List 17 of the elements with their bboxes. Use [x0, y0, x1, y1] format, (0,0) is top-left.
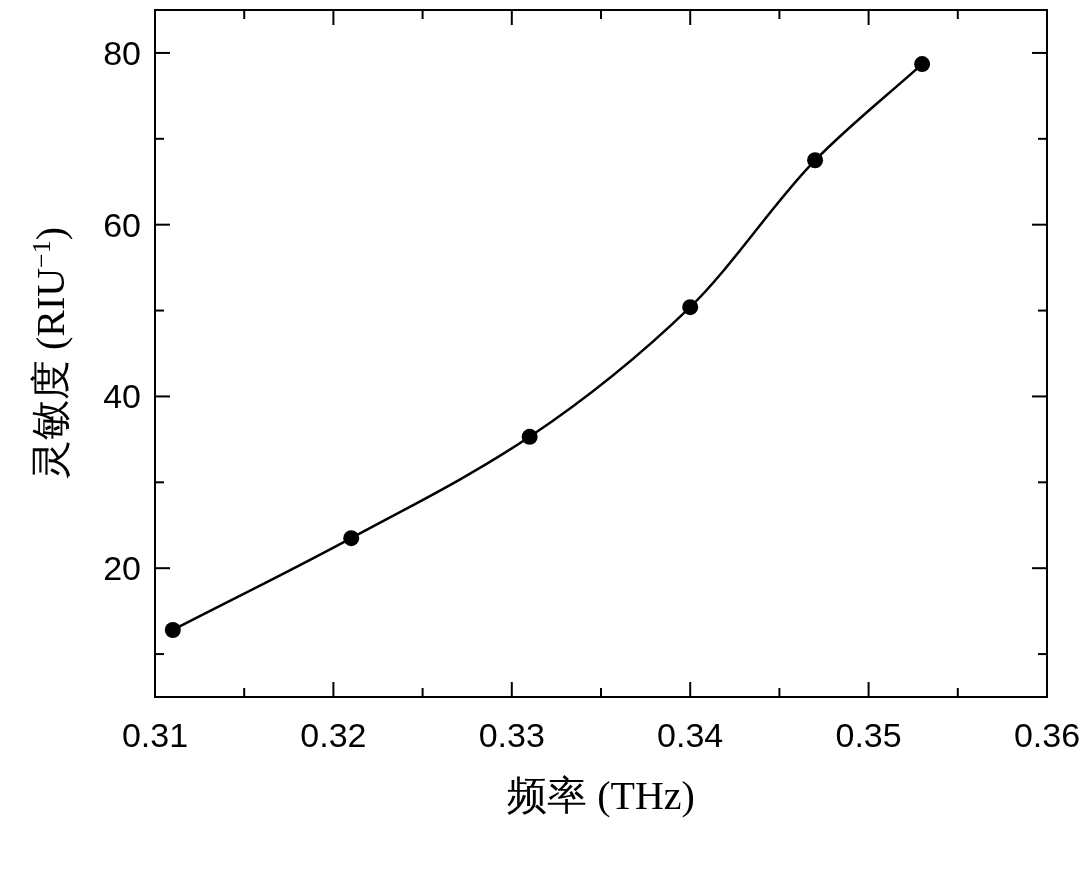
point — [521, 428, 538, 445]
x-axis-title: 频率 (THz) — [507, 773, 695, 818]
y-tick-label: 80 — [103, 33, 141, 72]
x-tick-label: 0.36 — [1013, 716, 1080, 754]
point — [164, 622, 181, 639]
x-tick-label: 0.35 — [835, 716, 902, 754]
point — [807, 152, 824, 169]
point — [914, 56, 931, 73]
x-tick-label: 0.33 — [478, 716, 545, 754]
point — [343, 530, 360, 547]
x-tick-label: 0.32 — [300, 716, 367, 754]
y-tick-label: 20 — [103, 549, 141, 588]
x-tick-label: 0.31 — [121, 716, 189, 754]
y-tick-label: 40 — [103, 377, 141, 416]
point — [682, 299, 699, 316]
x-tick-label: 0.34 — [657, 716, 724, 754]
y-tick-label: 60 — [103, 205, 141, 244]
